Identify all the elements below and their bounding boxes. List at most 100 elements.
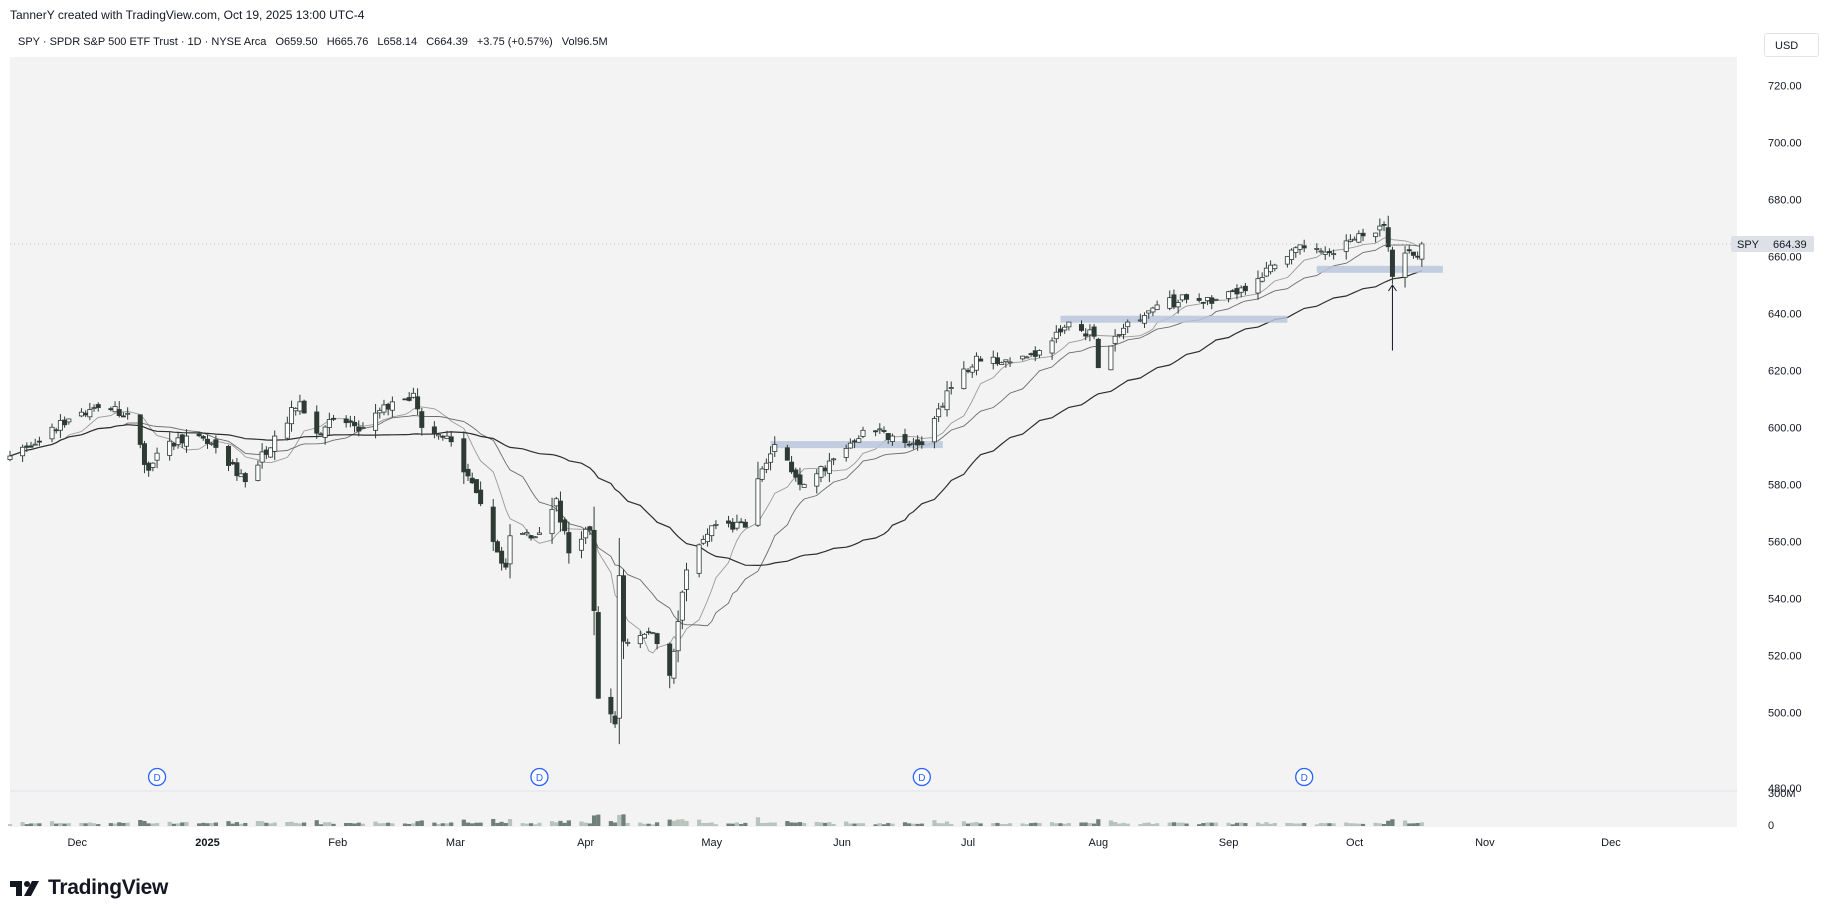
ma-line-10 (9, 236, 1422, 654)
volume-bar (1171, 822, 1177, 826)
volume-bar (1167, 822, 1172, 826)
volume-bar (915, 823, 920, 826)
volume-bar (138, 820, 143, 826)
candle-body (360, 427, 366, 429)
last-price-value: 664.39 (1773, 239, 1807, 251)
candle-body (66, 418, 72, 423)
volume-bar (79, 822, 84, 826)
candle-body (1078, 324, 1084, 331)
volume-bar (386, 822, 391, 826)
candlesticks[interactable] (7, 215, 1425, 745)
candle-body (877, 428, 883, 431)
candle-body (226, 446, 232, 466)
candle-body (852, 440, 858, 443)
candle-body (755, 478, 761, 526)
volume-bar (226, 821, 231, 826)
volume-bar (112, 823, 118, 826)
volume-bar (999, 824, 1004, 826)
currency-button[interactable]: USD (1764, 33, 1819, 57)
volume-bar (877, 823, 882, 826)
volume-bar (1184, 823, 1189, 826)
candle-body (654, 633, 660, 645)
volume-bar (1062, 823, 1067, 826)
candle-body (919, 441, 925, 446)
legend-symbol[interactable]: SPY · SPDR S&P 500 ETF Trust · 1D · NYSE… (18, 36, 267, 48)
volume-bar (58, 822, 63, 826)
volume-bar (1197, 824, 1202, 826)
volume-bar (209, 822, 214, 826)
candle-body (768, 453, 774, 463)
volume-bar (66, 823, 71, 826)
volume-bar (180, 822, 185, 826)
candle-body (671, 650, 677, 679)
annotations: SPY 664.39 D D D D (10, 235, 1814, 787)
volume-bar (268, 823, 273, 826)
volume-bar (902, 822, 908, 826)
volume-bar (1142, 822, 1147, 826)
candle-body (700, 538, 706, 544)
volume-bar (142, 820, 147, 826)
price-tick-label: 580.00 (1768, 480, 1802, 492)
candle-body (1032, 350, 1038, 357)
volume-bar (608, 821, 613, 826)
candle-body (583, 528, 589, 539)
candle-body (1108, 345, 1114, 371)
volume-bar (1331, 823, 1336, 826)
candle-body (478, 489, 484, 505)
candle-body (831, 458, 837, 461)
price-chart[interactable]: SPY 664.39 D D D D 500.00 520.00 540.00 560.00 58… (0, 0, 1835, 870)
candle-body (1209, 297, 1215, 304)
candle-body (1167, 297, 1173, 309)
volume-bar (323, 822, 328, 826)
candle-body (301, 400, 307, 414)
candle-body (1415, 255, 1421, 258)
time-axis[interactable]: Dec 2025 Feb Mar Apr May Jun Jul Aug Sep Oct Nov Dec (10, 827, 1737, 857)
volume-bar (360, 823, 366, 826)
volume-bar (818, 822, 824, 826)
candle-body (1137, 319, 1143, 322)
volume-bar (419, 820, 424, 826)
candle-body (1356, 233, 1362, 243)
time-tick-label: Apr (577, 837, 594, 849)
volume-bar (844, 821, 849, 826)
candle-body (1272, 264, 1278, 270)
time-tick-label: Aug (1089, 837, 1109, 849)
volume-bar (146, 823, 151, 826)
candle-body (1419, 243, 1425, 260)
candle-body (1150, 307, 1156, 313)
volume-bar (944, 821, 950, 826)
volume-bar (1381, 823, 1387, 826)
volume-bar (444, 823, 450, 826)
legend-volume: Vol96.5M (561, 36, 608, 48)
candle-body (520, 533, 526, 535)
candle-body (612, 715, 618, 725)
volume-bar (713, 824, 719, 826)
candle-body (1385, 227, 1391, 248)
volume-bar (1356, 823, 1361, 826)
volume-bar (285, 822, 290, 826)
candle-body (503, 562, 509, 568)
last-price-symbol: SPY (1737, 239, 1760, 251)
volume-bar (432, 822, 437, 826)
candle-body (557, 500, 563, 523)
volume-bar (184, 822, 189, 826)
volume-bar (1201, 823, 1206, 826)
price-axis[interactable]: 500.00 520.00 540.00 560.00 580.00 600.00 620.… (1768, 81, 1802, 833)
volume-bar (1209, 822, 1214, 826)
candle-body (1234, 288, 1240, 295)
volume-bar (150, 823, 155, 826)
candle-body (801, 484, 807, 488)
candle-body (297, 401, 303, 412)
volume-bar (327, 822, 332, 826)
tradingview-logo[interactable]: TradingView (10, 876, 168, 900)
volume-bar (1150, 823, 1156, 826)
volume-bar (91, 823, 97, 826)
tradingview-logo-text: TradingView (48, 876, 169, 899)
volume-bar (701, 822, 706, 826)
volume-bar (1066, 823, 1071, 826)
volume-bar (24, 824, 29, 826)
volume-bar (390, 823, 395, 826)
candle-body (410, 392, 416, 398)
candle-body (965, 370, 971, 372)
volume-bar (264, 822, 269, 826)
